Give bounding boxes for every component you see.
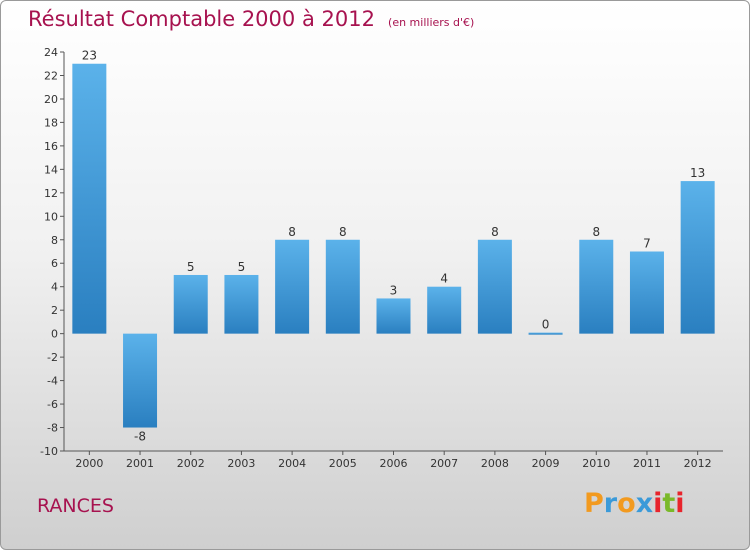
x-tick-label: 2009 <box>532 457 560 470</box>
x-tick-label: 2000 <box>75 457 103 470</box>
y-tick-label: 12 <box>44 187 58 200</box>
y-tick-label: -8 <box>47 422 58 435</box>
data-label: 4 <box>440 272 448 286</box>
data-label: 0 <box>542 318 550 332</box>
logo-letter: i <box>653 488 663 519</box>
bar <box>72 63 107 334</box>
logo-letter: i <box>675 488 685 519</box>
chart-title: Résultat Comptable 2000 à 2012 (en milli… <box>28 7 474 31</box>
x-tick-label: 2012 <box>684 457 712 470</box>
bar <box>376 298 411 334</box>
bar <box>579 239 614 334</box>
y-tick-label: 14 <box>44 163 58 176</box>
x-tick-label: 2001 <box>126 457 154 470</box>
y-tick-label: 22 <box>44 69 58 82</box>
data-label: 8 <box>491 225 499 239</box>
data-label: 8 <box>592 225 600 239</box>
logo-letter: r <box>603 488 618 519</box>
data-label: 3 <box>390 283 398 297</box>
y-tick-label: 4 <box>51 281 58 294</box>
data-label: 23 <box>82 49 97 63</box>
logo-letter: t <box>662 488 676 519</box>
bar <box>477 239 512 334</box>
y-tick-label: -10 <box>40 445 58 458</box>
y-tick-label: 6 <box>51 257 58 270</box>
data-label: 5 <box>187 260 195 274</box>
data-label: 8 <box>288 225 296 239</box>
y-tick-label: -4 <box>47 375 58 388</box>
bar <box>325 239 360 334</box>
bar <box>275 239 310 334</box>
bar <box>528 332 563 335</box>
bar <box>224 274 259 334</box>
y-tick-label: 16 <box>44 140 58 153</box>
y-tick-label: 18 <box>44 116 58 129</box>
y-tick-label: 0 <box>51 328 58 341</box>
x-tick-label: 2007 <box>430 457 458 470</box>
x-tick-label: 2008 <box>481 457 509 470</box>
y-tick-label: 10 <box>44 210 58 223</box>
y-tick-label: 24 <box>44 46 58 59</box>
logo-letter: x <box>635 488 654 519</box>
chart-unit: (en milliers d'€) <box>388 16 475 29</box>
bar <box>427 286 462 334</box>
chart-title-text: Résultat Comptable 2000 à 2012 <box>28 7 375 31</box>
bar <box>173 274 208 334</box>
bar <box>123 333 158 428</box>
bar <box>680 181 715 334</box>
commune-name: RANCES <box>37 495 114 517</box>
y-tick-label: -2 <box>47 351 58 364</box>
data-label: 8 <box>339 225 347 239</box>
proxiti-logo: Proxiti <box>584 488 685 519</box>
logo-letter: P <box>584 488 604 519</box>
data-label: 13 <box>690 166 705 180</box>
y-tick-label: -6 <box>47 398 58 411</box>
bar <box>629 251 664 334</box>
data-label: 5 <box>238 260 246 274</box>
x-tick-label: 2002 <box>177 457 205 470</box>
x-tick-label: 2004 <box>278 457 306 470</box>
y-tick-label: 8 <box>51 234 58 247</box>
logo-letter: o <box>617 488 636 519</box>
y-tick-label: 2 <box>51 304 58 317</box>
x-tick-label: 2011 <box>633 457 661 470</box>
x-tick-label: 2003 <box>227 457 255 470</box>
y-tick-label: 20 <box>44 93 58 106</box>
x-tick-label: 2010 <box>582 457 610 470</box>
data-label: 7 <box>643 237 651 251</box>
x-tick-label: 2006 <box>380 457 408 470</box>
x-tick-label: 2005 <box>329 457 357 470</box>
data-label: -8 <box>134 430 146 444</box>
